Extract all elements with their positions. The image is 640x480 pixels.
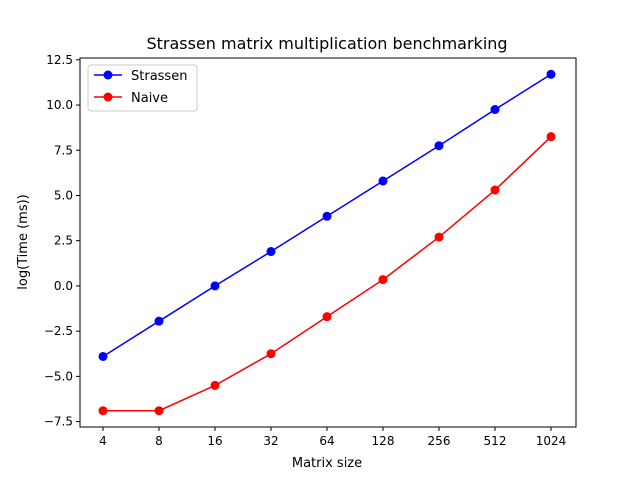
data-point-strassen	[98, 351, 108, 361]
y-tick-label: 10.0	[46, 98, 73, 112]
data-point-strassen	[378, 176, 388, 186]
y-tick-label: 0.0	[54, 279, 73, 293]
legend-item-naive: Naive	[94, 91, 168, 106]
data-point-strassen	[434, 141, 444, 151]
x-tick-label: 1024	[536, 434, 567, 448]
y-tick-label: −2.5	[44, 324, 73, 338]
legend-item-strassen: Strassen	[94, 69, 187, 84]
plot-area	[79, 57, 577, 428]
data-point-naive	[546, 132, 556, 142]
y-tick-label: 5.0	[54, 188, 73, 202]
x-tick-label: 16	[207, 434, 222, 448]
data-point-naive	[266, 349, 276, 359]
x-tick-label: 4	[99, 434, 107, 448]
series-layer	[98, 69, 556, 416]
legend-label-strassen: Strassen	[131, 69, 187, 84]
series-naive	[98, 132, 556, 416]
data-point-naive	[378, 275, 388, 285]
x-tick-label: 64	[319, 434, 334, 448]
y-tick-label: 7.5	[54, 143, 73, 157]
y-tick-label: 2.5	[54, 234, 73, 248]
legend-box	[87, 64, 198, 112]
x-axis-label: Matrix size	[292, 456, 362, 471]
plot-frame	[79, 57, 577, 428]
y-tick-label: −7.5	[44, 415, 73, 429]
y-axis-label: log(Time (ms))	[16, 194, 31, 290]
data-point-strassen	[154, 316, 164, 326]
x-tick-label: 8	[155, 434, 163, 448]
data-point-naive	[210, 380, 220, 390]
data-point-strassen	[490, 105, 500, 115]
data-point-strassen	[266, 247, 276, 257]
x-tick-label: 32	[263, 434, 278, 448]
data-point-naive	[490, 185, 500, 195]
legend-label-naive: Naive	[131, 91, 168, 106]
legend: Strassen Naive	[87, 64, 198, 112]
x-tick-label: 256	[428, 434, 451, 448]
y-tick-label: 12.5	[46, 53, 73, 67]
y-tick-label: −5.0	[44, 369, 73, 383]
chart-title: Strassen matrix multiplication benchmark…	[146, 34, 507, 53]
data-point-naive	[434, 232, 444, 242]
data-point-naive	[322, 312, 332, 322]
legend-marker-strassen	[103, 70, 113, 80]
data-point-strassen	[322, 211, 332, 221]
x-tick-label: 128	[372, 434, 395, 448]
x-axis: 4 8 16 32 64 128 256 512 1024	[99, 427, 566, 448]
data-point-naive	[154, 406, 164, 416]
data-point-strassen	[546, 69, 556, 79]
series-strassen	[98, 69, 556, 361]
y-axis: −7.5 −5.0 −2.5 0.0 2.5 5.0 7.5 10.0 12.5	[44, 53, 80, 429]
x-tick-label: 512	[484, 434, 507, 448]
data-point-naive	[98, 406, 108, 416]
legend-marker-naive	[103, 92, 113, 102]
data-point-strassen	[210, 281, 220, 291]
